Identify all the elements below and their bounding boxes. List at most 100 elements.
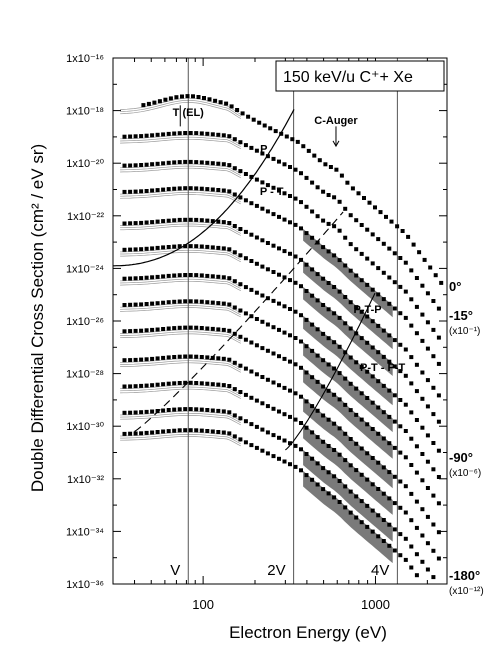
- data-point: [343, 458, 348, 463]
- theory-band: [303, 315, 393, 406]
- data-point: [271, 351, 276, 356]
- data-point: [420, 533, 425, 538]
- data-point: [376, 460, 381, 465]
- reference-line-label: 2V: [267, 562, 285, 579]
- data-point: [326, 336, 331, 341]
- data-point: [356, 191, 361, 196]
- data-point: [188, 325, 193, 330]
- x-tick-labels: 100 1000: [192, 597, 390, 612]
- data-point: [260, 319, 265, 324]
- data-point: [376, 350, 381, 355]
- data-point: [277, 214, 281, 219]
- theory-line: [120, 436, 241, 447]
- theory-line: [120, 412, 241, 424]
- theory-line: [120, 278, 241, 289]
- data-point: [398, 553, 403, 558]
- series: [122, 428, 419, 578]
- data-point: [243, 392, 248, 397]
- data-point: [348, 510, 353, 515]
- data-point: [232, 279, 237, 284]
- data-point: [161, 161, 166, 166]
- data-point: [409, 297, 414, 302]
- data-point: [238, 282, 243, 287]
- series-angle-label: -180°: [449, 568, 480, 583]
- data-point: [365, 477, 370, 482]
- annotation: P - T: [260, 186, 284, 198]
- data-point: [321, 487, 326, 492]
- data-point: [122, 303, 127, 307]
- data-point: [359, 472, 364, 477]
- kinematic-curve-p: [113, 109, 295, 267]
- data-point: [359, 499, 364, 504]
- data-point: [387, 496, 392, 501]
- data-point: [365, 524, 370, 529]
- data-point: [436, 501, 441, 506]
- data-point: [205, 160, 210, 165]
- theory-band: [303, 449, 393, 542]
- data-point: [365, 422, 370, 427]
- y-tick-label: 1x10⁻³⁶: [66, 579, 104, 591]
- data-point: [218, 100, 223, 105]
- data-point: [172, 160, 177, 165]
- data-point: [238, 334, 243, 339]
- data-point: [337, 258, 342, 263]
- data-point: [409, 544, 414, 549]
- data-point: [277, 301, 281, 306]
- data-point: [277, 354, 281, 359]
- data-point: [133, 328, 138, 333]
- data-point: [265, 267, 270, 272]
- data-point: [155, 327, 160, 332]
- data-point: [392, 548, 397, 553]
- data-point: [133, 276, 138, 281]
- series: [122, 217, 441, 398]
- data-point: [128, 329, 133, 334]
- data-point: [315, 327, 320, 332]
- data-point: [122, 384, 127, 389]
- data-point: [387, 301, 392, 306]
- data-point: [210, 382, 215, 387]
- theory-line: [120, 223, 241, 234]
- theory-line: [120, 305, 241, 316]
- data-point: [243, 366, 248, 371]
- data-point: [332, 340, 337, 345]
- data-point: [332, 311, 337, 316]
- data-point: [414, 552, 419, 557]
- series: [122, 244, 441, 424]
- data-point: [260, 180, 265, 185]
- data-point: [299, 200, 303, 205]
- data-point: [431, 412, 436, 417]
- data-point: [243, 285, 248, 290]
- theory-line: [120, 431, 241, 443]
- data-point: [150, 301, 155, 306]
- data-point: [403, 289, 408, 294]
- data-point: [183, 325, 188, 330]
- theory-line: [120, 221, 241, 232]
- data-point: [183, 428, 188, 433]
- data-point: [288, 388, 292, 393]
- data-point: [321, 358, 326, 363]
- x-tick-label: 1000: [361, 597, 390, 612]
- data-point: [246, 114, 251, 119]
- data-point: [144, 246, 149, 251]
- data-point: [128, 431, 133, 436]
- series-angle-label: -15°: [449, 308, 473, 323]
- data-point: [232, 387, 237, 392]
- theory-line: [120, 303, 241, 314]
- data-point: [354, 386, 359, 391]
- data-point: [221, 301, 226, 306]
- data-point: [139, 134, 144, 139]
- data-point: [177, 160, 182, 165]
- data-point: [436, 393, 441, 398]
- data-point: [343, 263, 348, 268]
- data-point: [370, 374, 375, 379]
- data-point: [150, 162, 155, 167]
- data-point: [288, 414, 292, 419]
- data-point: [139, 431, 144, 436]
- data-point: [343, 235, 348, 240]
- data-point: [238, 227, 243, 231]
- data-point: [387, 522, 392, 527]
- data-point: [332, 366, 337, 371]
- series-angle-label: -90°: [449, 450, 473, 465]
- data-point: [172, 299, 177, 304]
